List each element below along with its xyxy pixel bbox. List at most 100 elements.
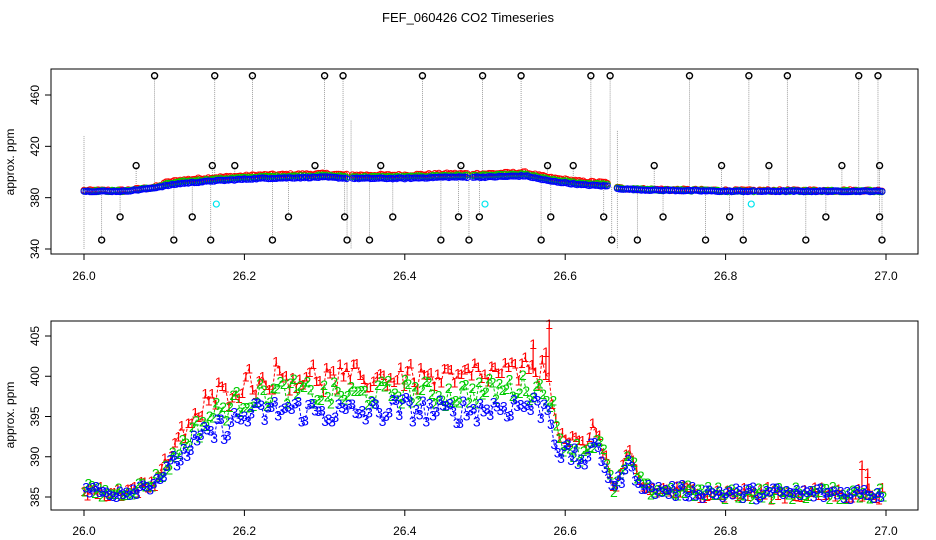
bottom-series-marker-3: 3 [598,453,606,469]
bottom-series-marker-1: 1 [855,480,863,496]
bottom-series-marker-2: 2 [482,384,490,400]
bottom-spike-marker-1: 1 [529,336,537,352]
bottom-series-marker-1: 1 [383,377,391,393]
bottom-series-marker-1: 1 [265,382,273,398]
bottom-series-marker-1: 1 [414,381,422,397]
bottom-series-marker-1: 1 [612,479,620,495]
bottom-series-marker-2: 2 [772,482,780,498]
bottom-series-marker-2: 2 [637,468,645,484]
bottom-series-marker-1: 1 [269,381,277,397]
bottom-series-marker-2: 2 [418,382,426,398]
bottom-series-marker-2: 2 [849,482,857,498]
bottom-series-marker-2: 2 [448,394,456,410]
bottom-series-marker-2: 2 [674,487,682,503]
bottom-series-marker-2: 2 [819,480,827,496]
bottom-series-marker-1: 1 [545,369,553,385]
bottom-series-marker-2: 2 [91,485,99,501]
bottom-series-marker-3: 3 [564,436,572,452]
bottom-series-marker-3: 3 [503,409,511,425]
bottom-series-marker-3: 3 [456,415,464,431]
bottom-series-marker-2: 2 [159,469,167,485]
bottom-series-marker-2: 2 [327,395,335,411]
top-outlier-point [874,72,882,80]
bottom-series-marker-2: 2 [485,370,493,386]
bottom-series-marker-3: 3 [234,410,242,426]
bottom-series-marker-2: 2 [226,399,234,415]
bottom-series-marker-2: 2 [277,373,285,389]
bottom-series-marker-2: 2 [202,418,210,434]
top-blue-point [603,182,611,190]
bottom-series-marker-3: 3 [86,485,94,501]
bottom-x-tick-label: 26.2 [233,524,257,538]
bottom-series-marker-1: 1 [154,468,162,484]
bottom-series-marker-1: 1 [158,460,166,476]
bottom-series-marker-2: 2 [613,473,621,489]
bottom-series-marker-3: 3 [345,397,353,413]
bottom-series-marker-2: 2 [539,386,547,402]
bottom-spike-marker-1: 1 [545,316,553,332]
bottom-series-marker-3: 3 [759,486,767,502]
bottom-series-marker-1: 1 [744,488,752,504]
bottom-series-marker-1: 1 [191,404,199,420]
bottom-series-marker-1: 1 [252,386,260,402]
top-outlier-point [340,213,349,221]
bottom-series-marker-2: 2 [836,491,844,507]
bottom-series-marker-3: 3 [763,482,771,498]
bottom-series-marker-1: 1 [302,369,310,385]
bottom-series-marker-2: 2 [775,479,783,495]
bottom-series-marker-2: 2 [573,435,581,451]
bottom-series-marker-1: 1 [626,442,634,458]
bottom-series-marker-1: 1 [205,393,213,409]
top-outlier-point [587,72,595,80]
bottom-series-marker-1: 1 [444,361,452,377]
bottom-series-marker-3: 3 [638,481,646,497]
bottom-series-marker-3: 3 [870,490,878,506]
bottom-series-marker-2: 2 [300,379,308,395]
bottom-series-marker-1: 1 [703,488,711,504]
bottom-series-marker-3: 3 [116,483,124,499]
bottom-series-marker-3: 3 [355,406,363,422]
bottom-series-marker-2: 2 [142,479,150,495]
bottom-series-marker-3: 3 [318,403,326,419]
bottom-series-marker-1: 1 [814,487,822,503]
bottom-series-marker-2: 2 [233,383,241,399]
bottom-series-marker-1: 1 [491,359,499,375]
bottom-series-marker-3: 3 [581,456,589,472]
bottom-series-marker-1: 1 [602,447,610,463]
bottom-series-marker-1: 1 [353,356,361,372]
bottom-series-marker-2: 2 [462,376,470,392]
bottom-x-tick-label: 26.0 [72,524,96,538]
bottom-series-marker-1: 1 [329,362,337,378]
top-outlier-point [875,161,884,170]
bottom-series-marker-2: 2 [566,441,574,457]
top-y-axis-label: approx. ppm [3,129,17,196]
bottom-series-marker-2: 2 [243,400,251,416]
bottom-series-marker-2: 2 [179,431,187,447]
bottom-series-marker-2: 2 [378,373,386,389]
bottom-series-marker-1: 1 [764,479,772,495]
bottom-series-marker-3: 3 [244,414,252,430]
top-y-tick-label: 340 [28,239,42,259]
bottom-series-marker-1: 1 [377,366,385,382]
top-outlier-point [822,213,830,221]
bottom-series-marker-1: 1 [686,479,694,495]
bottom-spike-marker-1: 1 [864,465,872,481]
bottom-series-marker-1: 1 [208,386,216,402]
top-outlier-point [170,236,178,244]
bottom-series-marker-3: 3 [823,484,831,500]
bottom-series-marker-1: 1 [781,490,789,506]
bottom-series-marker-1: 1 [552,410,560,426]
bottom-series-marker-2: 2 [607,467,615,483]
bottom-series-marker-3: 3 [729,486,737,502]
bottom-series-marker-2: 2 [714,479,722,495]
bottom-series-marker-1: 1 [636,472,644,488]
top-outlier-point [343,236,351,244]
top-outlier-point [685,72,694,80]
top-outlier-point [725,213,734,221]
bottom-series-marker-1: 1 [562,431,570,447]
bottom-series-marker-3: 3 [749,479,757,495]
bottom-series-marker-1: 1 [134,485,142,501]
bottom-series-marker-3: 3 [315,403,323,419]
top-outlier-point [311,161,319,170]
bottom-series-marker-1: 1 [788,486,796,502]
